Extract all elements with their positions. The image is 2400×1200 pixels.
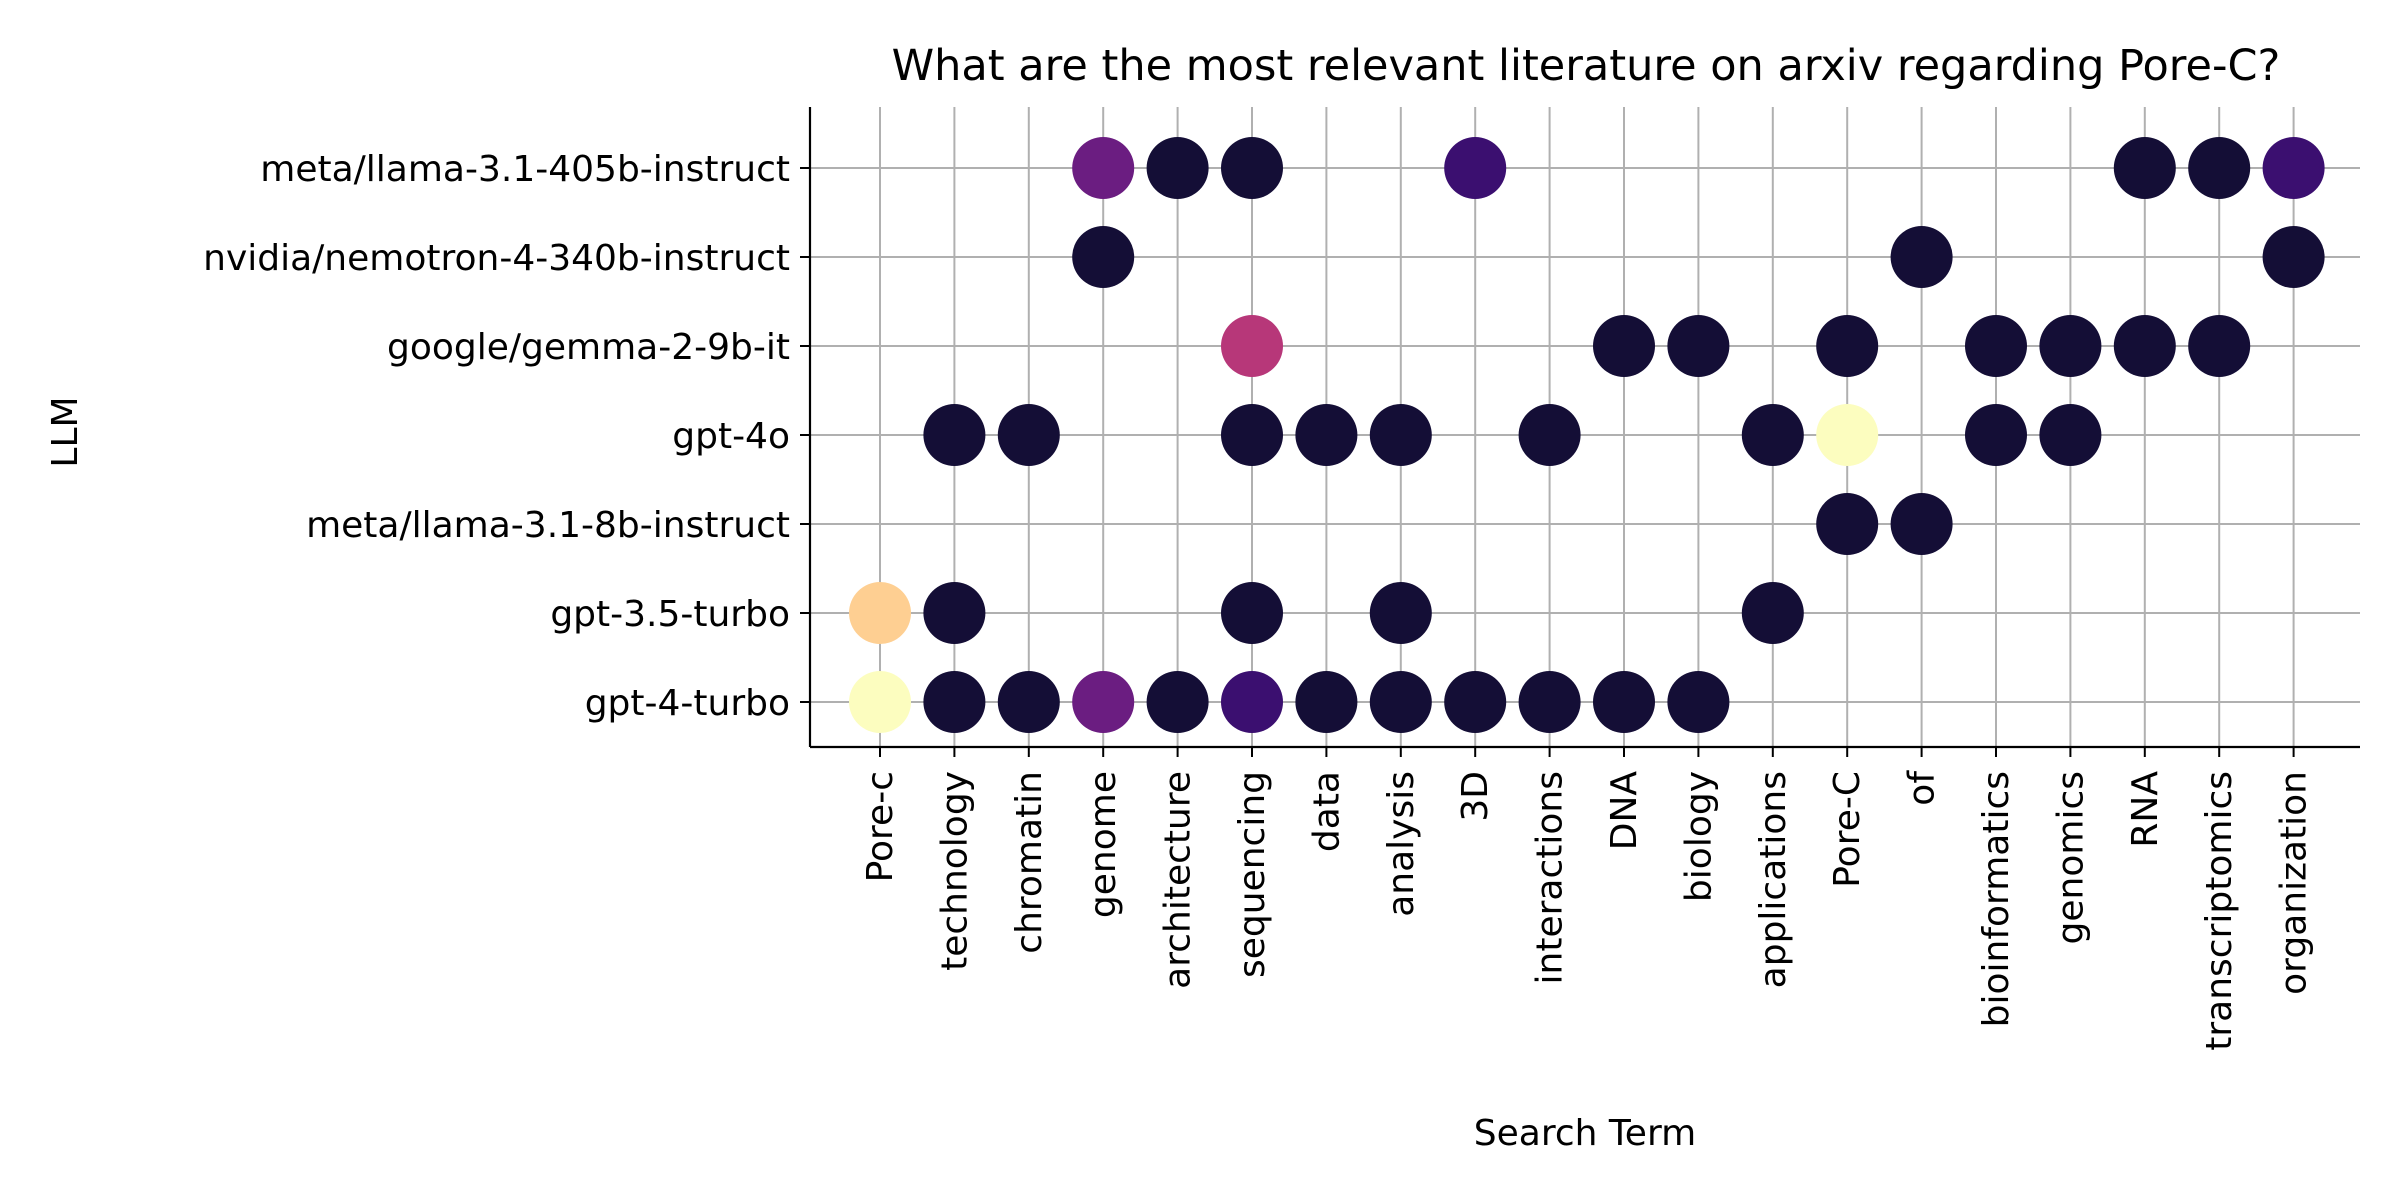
data-points (849, 137, 2325, 733)
point-meta-llama-3-1-405b-instruct-transcriptomics-18 (2188, 137, 2251, 199)
x-tick-label-3d-8: 3D (1455, 771, 1496, 822)
point-gpt-4o-sequencing-5 (1221, 404, 1283, 466)
point-google-gemma-2-9b-it-dna-10 (1593, 315, 1655, 377)
point-gpt-4o-technology-1 (923, 404, 986, 466)
point-google-gemma-2-9b-it-pore-c-13 (1816, 315, 1879, 377)
point-google-gemma-2-9b-it-sequencing-5 (1221, 315, 1283, 377)
point-gpt-4-turbo-biology-11 (1667, 671, 1730, 733)
y-axis-title: LLM (45, 396, 86, 467)
x-tick-label-chromatin-2: chromatin (1009, 771, 1050, 954)
y-tick-label-nvidia-nemotron-4-340b-instruct: nvidia/nemotron-4-340b-instruct (203, 238, 790, 279)
point-meta-llama-3-1-8b-instruct-of-14 (1890, 493, 1953, 555)
point-gpt-3-5-turbo-technology-1 (923, 582, 986, 644)
point-gpt-4o-applications-12 (1741, 404, 1804, 466)
point-gpt-4-turbo-3d-8 (1444, 671, 1507, 733)
x-ticks: Pore-c technology chromatin genome architect… (860, 747, 2315, 1051)
point-meta-llama-3-1-405b-instruct-architecture-4 (1146, 137, 1209, 199)
point-gpt-4-turbo-chromatin-2 (997, 671, 1060, 733)
point-gpt-4-turbo-analysis-7 (1369, 671, 1432, 733)
x-tick-label-analysis-7: analysis (1381, 771, 1422, 917)
point-nvidia-nemotron-4-340b-instruct-of-14 (1890, 226, 1953, 288)
y-tick-label-meta-llama-3-1-8b-instruct: meta/llama-3.1-8b-instruct (306, 505, 790, 546)
point-gpt-4o-bioinformatics-15 (1965, 404, 2027, 466)
y-tick-label-gpt-4-turbo: gpt-4-turbo (585, 683, 790, 724)
x-tick-label-rna-17: RNA (2125, 771, 2166, 848)
point-gpt-4-turbo-sequencing-5 (1221, 671, 1283, 733)
point-gpt-4o-pore-c-13 (1816, 404, 1879, 466)
point-gpt-4-turbo-dna-10 (1593, 671, 1655, 733)
point-gpt-4o-data-6 (1295, 404, 1358, 466)
point-gpt-4-turbo-interactions-9 (1518, 671, 1581, 733)
y-tick-label-google-gemma-2-9b-it: google/gemma-2-9b-it (387, 327, 790, 368)
x-tick-label-pore-c-0: Pore-c (860, 771, 901, 882)
x-tick-label-applications-12: applications (1753, 771, 1794, 988)
point-google-gemma-2-9b-it-transcriptomics-18 (2188, 315, 2251, 377)
point-gpt-3-5-turbo-pore-c-0 (849, 582, 911, 644)
point-gpt-4-turbo-technology-1 (923, 671, 986, 733)
x-tick-label-technology-1: technology (934, 771, 975, 971)
point-meta-llama-3-1-405b-instruct-sequencing-5 (1221, 137, 1283, 199)
x-axis-title: Search Term (1474, 1113, 1696, 1154)
chart-title: What are the most relevant literature on… (892, 41, 2281, 91)
point-gpt-3-5-turbo-analysis-7 (1369, 582, 1432, 644)
x-tick-label-genomics-16: genomics (2050, 771, 2091, 944)
point-meta-llama-3-1-405b-instruct-3d-8 (1444, 137, 1507, 199)
point-gpt-4o-analysis-7 (1369, 404, 1432, 466)
x-tick-label-interactions-9: interactions (1530, 771, 1571, 984)
x-tick-label-dna-10: DNA (1604, 771, 1645, 851)
axes (808, 107, 2360, 749)
x-tick-label-bioinformatics-15: bioinformatics (1976, 771, 2017, 1027)
x-tick-label-organization-19: organization (2274, 771, 2315, 995)
point-gpt-4o-chromatin-2 (997, 404, 1060, 466)
x-tick-label-data-6: data (1306, 771, 1347, 852)
x-tick-label-architecture-4: architecture (1158, 771, 1199, 989)
x-tick-label-pore-c-13: Pore-C (1827, 771, 1868, 888)
point-gpt-4-turbo-architecture-4 (1146, 671, 1209, 733)
point-gpt-3-5-turbo-applications-12 (1741, 582, 1804, 644)
point-gpt-4-turbo-genome-3 (1072, 671, 1135, 733)
point-google-gemma-2-9b-it-bioinformatics-15 (1965, 315, 2027, 377)
point-nvidia-nemotron-4-340b-instruct-organization-19 (2262, 226, 2325, 288)
y-tick-label-gpt-4o: gpt-4o (672, 416, 790, 457)
point-meta-llama-3-1-405b-instruct-rna-17 (2113, 137, 2176, 199)
point-gpt-4o-interactions-9 (1518, 404, 1581, 466)
point-meta-llama-3-1-405b-instruct-genome-3 (1072, 137, 1135, 199)
point-google-gemma-2-9b-it-biology-11 (1667, 315, 1730, 377)
point-gpt-3-5-turbo-sequencing-5 (1221, 582, 1283, 644)
y-tick-label-meta-llama-3-1-405b-instruct: meta/llama-3.1-405b-instruct (260, 149, 790, 190)
point-meta-llama-3-1-8b-instruct-pore-c-13 (1816, 493, 1879, 555)
y-ticks: gpt-4-turbo gpt-3.5-turbo meta/llama-3.1-8… (203, 149, 810, 724)
x-tick-label-genome-3: genome (1083, 771, 1124, 918)
point-google-gemma-2-9b-it-rna-17 (2113, 315, 2176, 377)
point-gpt-4-turbo-pore-c-0 (849, 671, 911, 733)
x-tick-label-biology-11: biology (1678, 771, 1719, 902)
point-gpt-4o-genomics-16 (2039, 404, 2102, 466)
x-tick-label-of-14: of (1902, 770, 1943, 806)
point-google-gemma-2-9b-it-genomics-16 (2039, 315, 2102, 377)
point-gpt-4-turbo-data-6 (1295, 671, 1358, 733)
x-tick-label-transcriptomics-18: transcriptomics (2199, 771, 2240, 1051)
y-tick-label-gpt-3-5-turbo: gpt-3.5-turbo (550, 594, 790, 635)
x-tick-label-sequencing-5: sequencing (1232, 771, 1273, 978)
point-meta-llama-3-1-405b-instruct-organization-19 (2262, 137, 2325, 199)
point-nvidia-nemotron-4-340b-instruct-genome-3 (1072, 226, 1135, 288)
